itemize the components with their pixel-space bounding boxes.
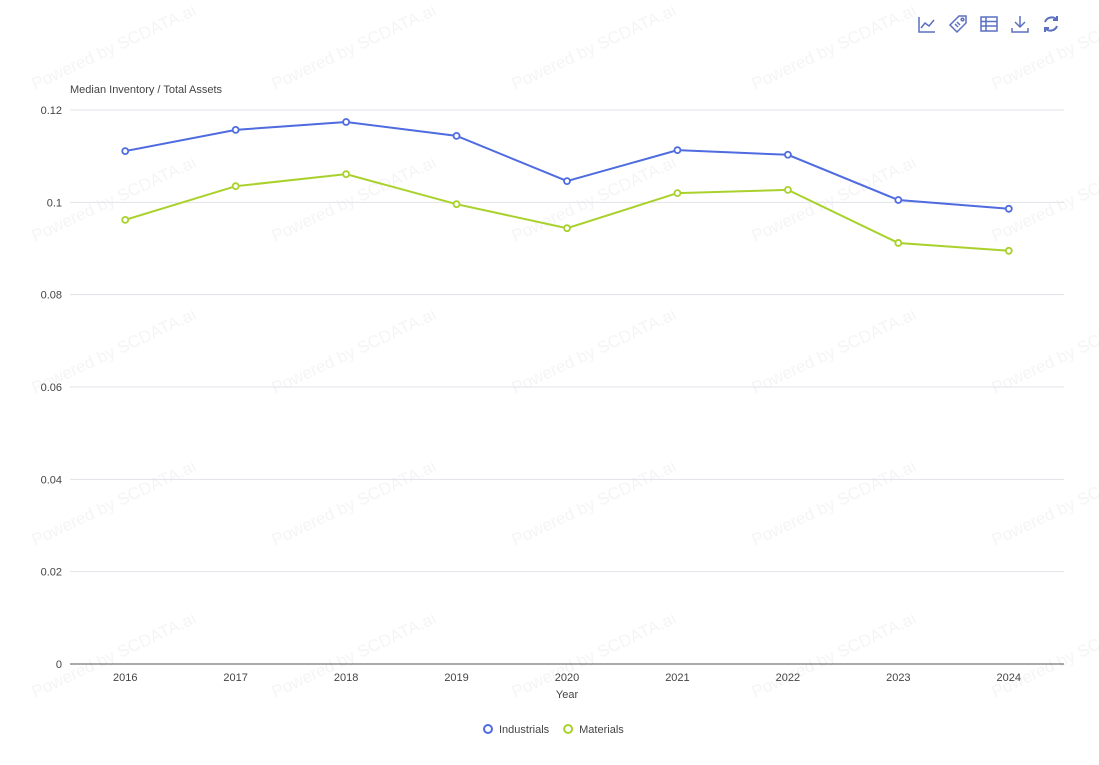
y-tick-label: 0.02 bbox=[41, 567, 62, 579]
watermark-text: Powered by SCDATA.ai bbox=[749, 1, 919, 94]
tag-icon[interactable] bbox=[948, 14, 968, 34]
data-view-icon[interactable] bbox=[979, 14, 999, 34]
watermark-text: Powered by SCDATA.ai bbox=[509, 1, 679, 94]
y-tick-label: 0.1 bbox=[47, 197, 62, 209]
data-point[interactable] bbox=[121, 215, 130, 224]
watermark-text: Powered by SCDATA.ai bbox=[989, 457, 1099, 550]
watermark-text: Powered by SCDATA.ai bbox=[989, 305, 1099, 398]
data-point[interactable] bbox=[231, 125, 240, 134]
watermark-text: Powered by SCDATA.ai bbox=[749, 153, 919, 246]
data-point[interactable] bbox=[1004, 204, 1013, 213]
legend: Industrials Materials bbox=[483, 724, 624, 736]
watermark-layer: Powered by SCDATA.ai Powered by SCDATA.ai… bbox=[29, 1, 1099, 702]
refresh-icon[interactable] bbox=[1041, 14, 1061, 34]
data-point[interactable] bbox=[783, 150, 792, 159]
x-tick-label: 2024 bbox=[997, 672, 1021, 684]
watermark-text: Powered by SCDATA.ai bbox=[749, 305, 919, 398]
y-axis-title: Median Inventory / Total Assets bbox=[70, 84, 223, 96]
download-icon[interactable] bbox=[1010, 14, 1030, 34]
x-tick-label: 2017 bbox=[223, 672, 247, 684]
x-tick-label: 2020 bbox=[555, 672, 579, 684]
data-point[interactable] bbox=[452, 200, 461, 209]
legend-item-materials[interactable]: Materials bbox=[563, 724, 624, 736]
data-point[interactable] bbox=[231, 182, 240, 191]
series-line-industrials bbox=[125, 120, 1009, 210]
watermark-text: Powered by SCDATA.ai bbox=[29, 1, 199, 94]
y-tick-label: 0.06 bbox=[41, 382, 62, 394]
watermark-text: Powered by SCDATA.ai bbox=[989, 1, 1099, 94]
x-axis-title: Year bbox=[556, 689, 579, 701]
data-point[interactable] bbox=[673, 189, 682, 198]
x-tick-label: 2018 bbox=[334, 672, 358, 684]
legend-marker-icon bbox=[563, 724, 574, 734]
data-point[interactable] bbox=[673, 146, 682, 155]
data-point[interactable] bbox=[894, 239, 903, 247]
watermark-text: Powered by SCDATA.ai bbox=[269, 305, 439, 398]
x-tick-label: 2021 bbox=[665, 672, 689, 684]
data-point[interactable] bbox=[121, 147, 130, 155]
y-tick-label: 0.12 bbox=[41, 105, 62, 117]
data-point[interactable] bbox=[342, 118, 351, 126]
watermark-text: Powered by SCDATA.ai bbox=[989, 609, 1099, 702]
x-tick-label: 2016 bbox=[113, 672, 137, 684]
watermark-text: Powered by SCDATA.ai bbox=[269, 153, 439, 246]
data-point[interactable] bbox=[783, 185, 792, 194]
data-point[interactable] bbox=[563, 224, 571, 233]
watermark-text: Powered by SCDATA.ai bbox=[509, 457, 679, 550]
data-point[interactable] bbox=[563, 177, 571, 185]
legend-marker-icon bbox=[483, 724, 493, 734]
x-tick-label: 2022 bbox=[776, 672, 800, 684]
watermark-text: Powered by SCDATA.ai bbox=[989, 153, 1099, 246]
watermark-text: Powered by SCDATA.ai bbox=[269, 1, 439, 94]
data-point[interactable] bbox=[452, 131, 461, 140]
y-tick-label: 0 bbox=[56, 659, 62, 671]
watermark-text: Powered by SCDATA.ai bbox=[749, 609, 919, 702]
legend-label: Industrials bbox=[499, 724, 550, 736]
data-point[interactable] bbox=[342, 170, 351, 179]
watermark-text: Powered by SCDATA.ai bbox=[509, 609, 679, 702]
watermark-text: Powered by SCDATA.ai bbox=[749, 457, 919, 550]
data-point[interactable] bbox=[1004, 246, 1013, 255]
chart-toolbar bbox=[917, 14, 1061, 34]
watermark-text: Powered by SCDATA.ai bbox=[29, 457, 199, 550]
legend-label: Materials bbox=[579, 724, 624, 736]
y-tick-label: 0.08 bbox=[41, 290, 62, 302]
x-tick-label: 2023 bbox=[886, 672, 910, 684]
watermark-text: Powered by SCDATA.ai bbox=[509, 305, 679, 398]
y-tick-label: 0.04 bbox=[41, 474, 62, 486]
legend-item-industrials[interactable]: Industrials bbox=[483, 724, 550, 736]
line-chart-icon[interactable] bbox=[917, 14, 937, 34]
watermark-text: Powered by SCDATA.ai bbox=[269, 457, 439, 550]
watermark-text: Powered by SCDATA.ai bbox=[29, 609, 199, 702]
watermark-text: Powered by SCDATA.ai bbox=[269, 609, 439, 702]
x-tick-label: 2019 bbox=[444, 672, 468, 684]
data-point[interactable] bbox=[894, 196, 903, 204]
